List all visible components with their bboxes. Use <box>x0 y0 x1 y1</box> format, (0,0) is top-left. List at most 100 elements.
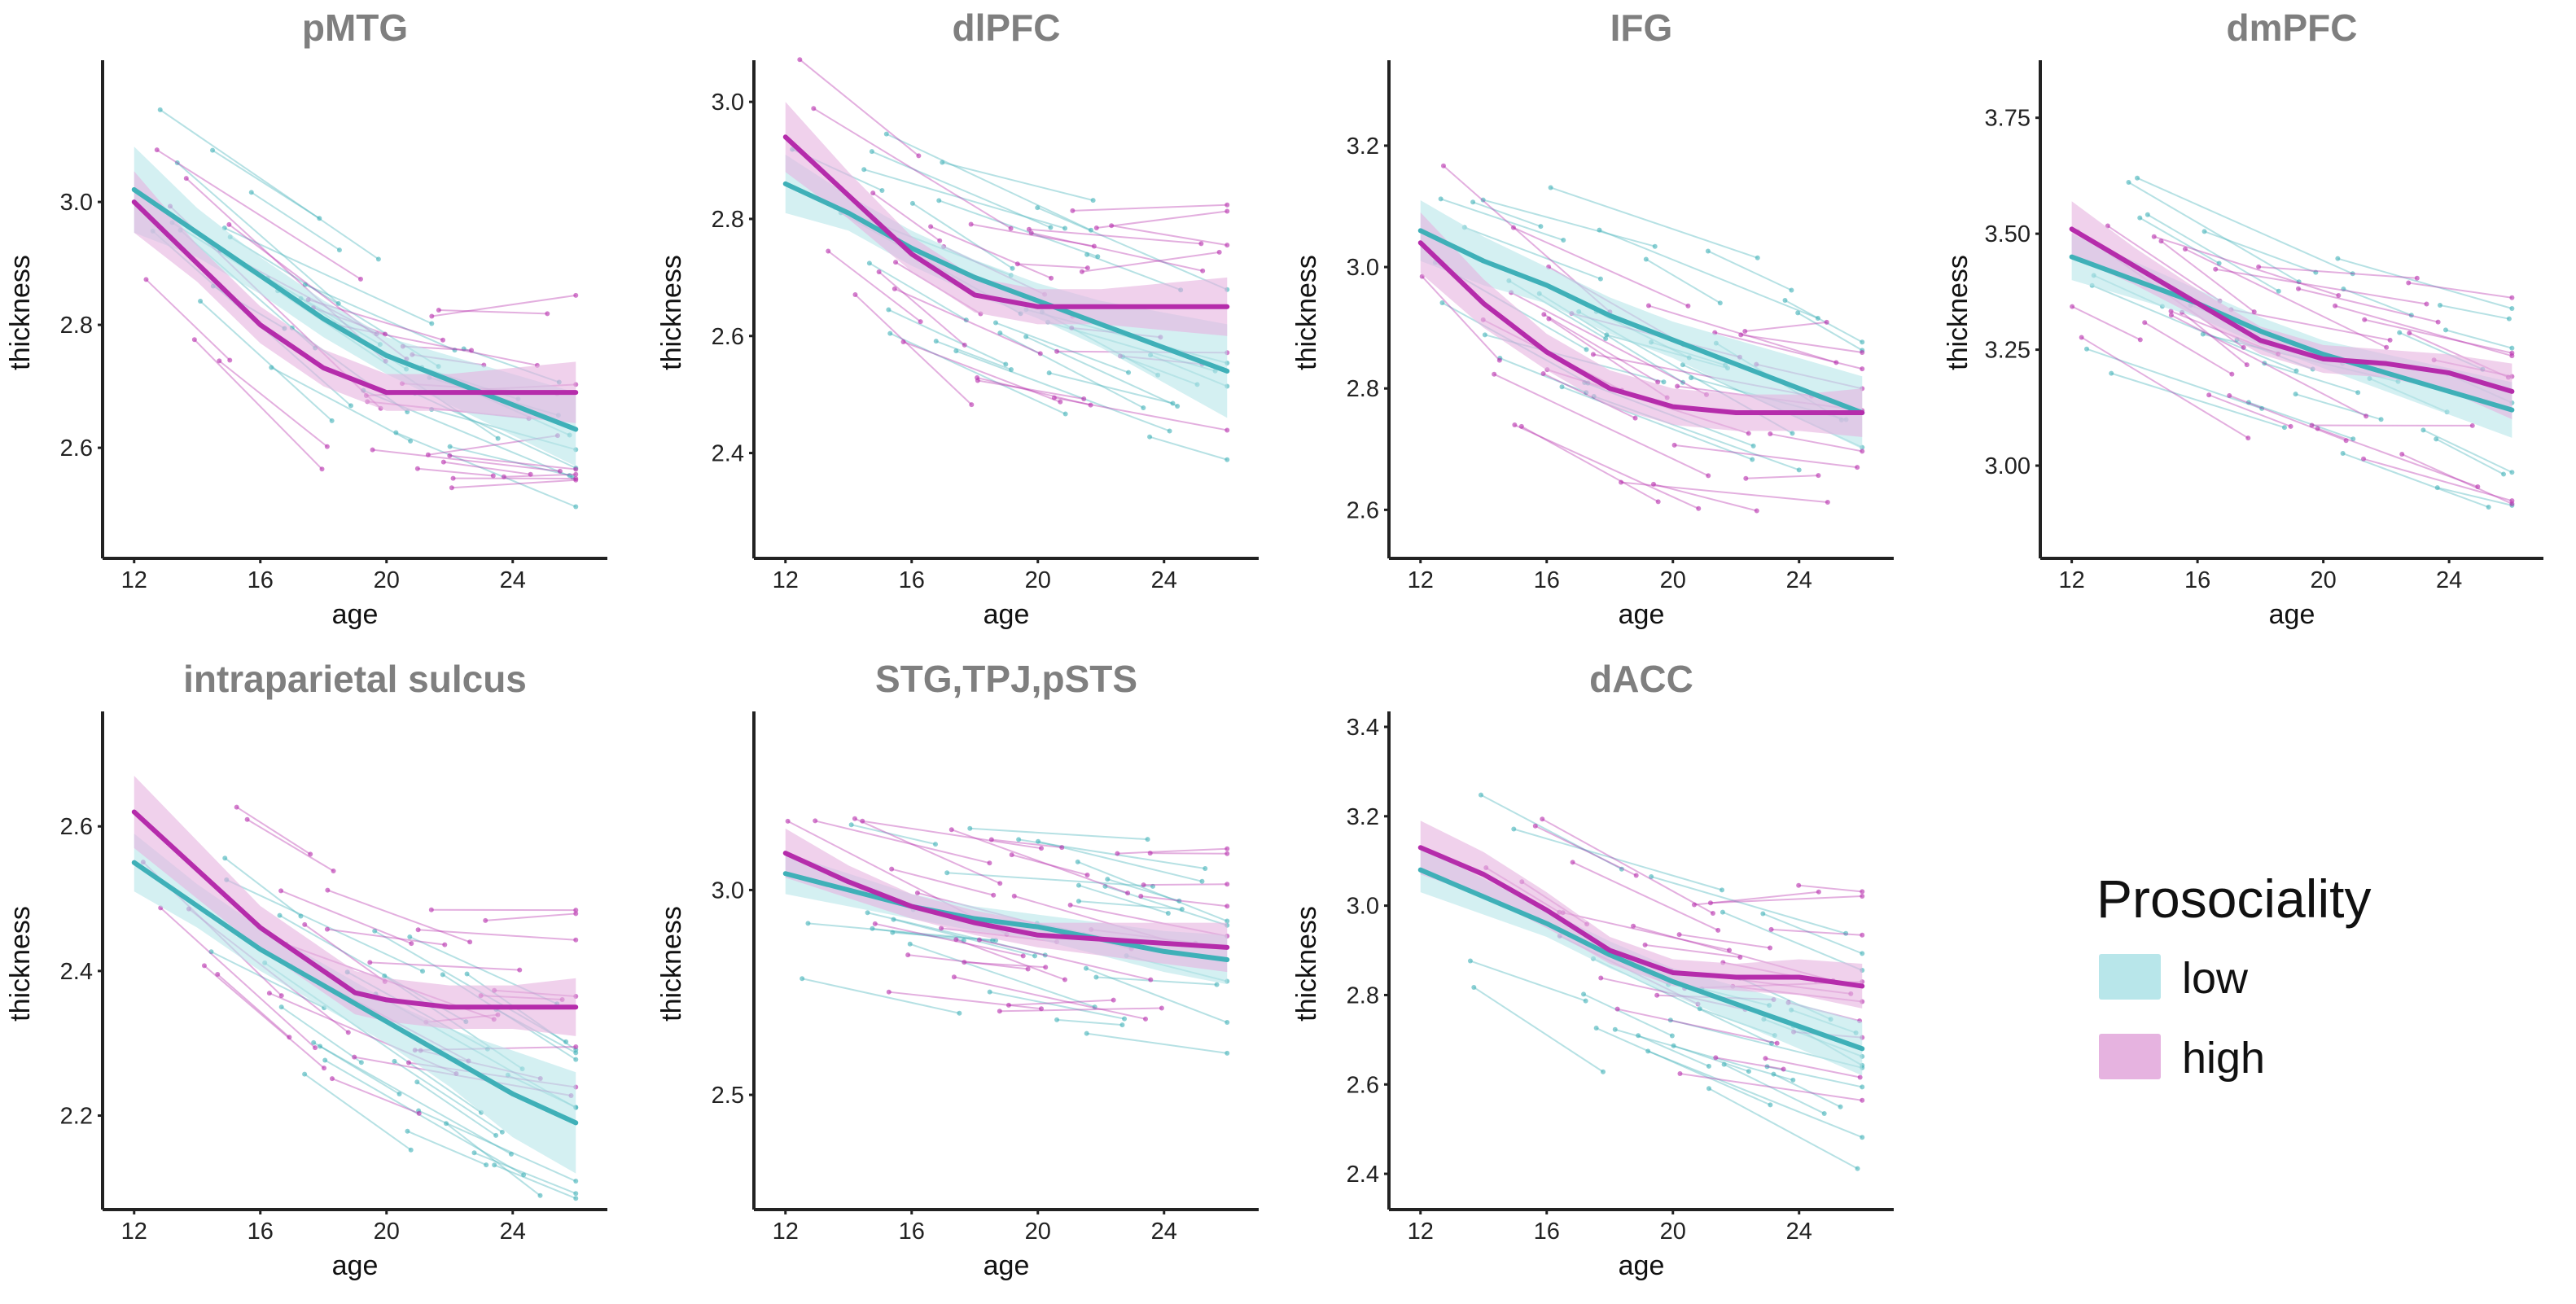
series-line-low <box>782 871 1230 962</box>
trajectory-line <box>1143 883 1228 886</box>
trajectory-point <box>1224 1020 1230 1026</box>
trajectory-point <box>1671 442 1677 448</box>
trajectory-point <box>1126 370 1132 375</box>
series-line-high <box>1417 240 1865 416</box>
trajectory-point <box>1860 366 1865 372</box>
trajectory-line <box>160 907 316 1048</box>
trajectory-point <box>1743 475 1749 481</box>
trajectory-line <box>1797 312 1863 352</box>
trajectory-point <box>1008 367 1014 373</box>
trajectory-line <box>1562 386 1753 461</box>
trajectory-point <box>1496 357 1502 363</box>
trajectory-point <box>1054 1017 1060 1022</box>
trajectory-point <box>2281 425 2287 431</box>
trajectory-point <box>447 453 453 458</box>
trajectory-point <box>1145 837 1150 842</box>
trajectory-line <box>1107 878 1180 902</box>
trajectory-line <box>1680 1072 1863 1101</box>
trajectory-point <box>870 190 876 196</box>
x-tick-label: 12 <box>121 567 147 593</box>
trajectory-point <box>1655 379 1661 385</box>
y-tick-label: 3.0 <box>1347 255 1379 281</box>
trajectory-point <box>879 188 885 194</box>
trajectory-line <box>2408 282 2512 299</box>
trajectory-point <box>1511 826 1517 832</box>
trajectory-point <box>1645 1048 1651 1054</box>
x-tick-label: 20 <box>2310 567 2336 593</box>
x-tick-label: 16 <box>248 567 274 593</box>
trajectory-line <box>799 59 920 157</box>
trajectory-line <box>2128 182 2300 283</box>
trajectory-point <box>1084 873 1090 878</box>
trajectory-line <box>808 922 997 942</box>
trajectory-line <box>370 961 520 971</box>
trajectory-point <box>1685 303 1691 308</box>
trajectory-point <box>1598 975 1604 981</box>
panel-title: pMTG <box>302 7 408 49</box>
trajectory-point <box>521 1172 527 1178</box>
trajectory-point <box>1590 352 1596 357</box>
trajectory-line <box>2445 329 2512 349</box>
trajectory-point <box>1860 349 1865 355</box>
trajectory-point <box>2296 286 2302 291</box>
trajectory-point <box>392 1058 397 1064</box>
trajectory-point <box>2259 405 2265 411</box>
trajectory-point <box>2288 423 2293 429</box>
x-tick-label: 24 <box>500 1219 526 1245</box>
trajectory-point <box>1035 205 1040 211</box>
trajectory-point <box>928 224 934 230</box>
x-tick-label: 20 <box>374 567 400 593</box>
trajectory-line <box>1708 1087 1859 1170</box>
trajectory-point <box>1122 1016 1128 1022</box>
x-tick-label: 16 <box>1534 567 1560 593</box>
trajectory-point <box>1790 1077 1796 1083</box>
confidence-band-high <box>134 171 576 423</box>
trajectory-point <box>227 357 233 363</box>
trajectory-point <box>944 870 950 876</box>
trajectory-point <box>1597 276 1603 282</box>
trajectory-point <box>1540 816 1545 822</box>
trajectory-point <box>1028 230 1034 236</box>
trajectory-point <box>1143 1016 1149 1022</box>
trajectory-point <box>499 1129 505 1135</box>
trajectory-line <box>224 227 432 325</box>
trajectory-point <box>1141 882 1146 888</box>
trajectory-point <box>234 804 239 810</box>
trajectory-point <box>322 1057 328 1063</box>
confidence-band-low <box>1420 200 1863 449</box>
trajectory-line <box>999 332 1144 409</box>
trajectory-line <box>869 262 967 321</box>
trajectory-line <box>2171 314 2367 418</box>
trajectory-point <box>987 860 992 866</box>
trajectory-point <box>1706 473 1711 479</box>
trajectory-line <box>909 943 1095 1009</box>
trajectory-point <box>1141 405 1146 410</box>
trajectory-line <box>445 1122 541 1197</box>
trajectory-line <box>2153 235 2339 296</box>
trajectory-point <box>951 974 957 980</box>
trajectory-line <box>970 223 1095 247</box>
trajectory-point <box>976 937 982 943</box>
trajectory-point <box>2442 327 2448 333</box>
trajectory-point <box>1597 227 1602 233</box>
trajectory-point <box>1224 1050 1230 1056</box>
trajectory-point <box>324 444 330 449</box>
trajectory-line <box>211 951 325 1009</box>
trajectory-point <box>957 1010 962 1016</box>
trajectory-line <box>2264 362 2359 394</box>
trajectory-point <box>464 971 470 977</box>
trajectory-point <box>573 292 579 298</box>
trajectory-point <box>405 1060 411 1066</box>
trajectory-line <box>893 918 1036 957</box>
trajectory-point <box>2137 215 2143 221</box>
trajectory-line <box>1470 960 1586 1002</box>
trajectory-point <box>1518 423 1524 429</box>
trajectory-line <box>474 1152 576 1195</box>
trajectory-point <box>1677 1070 1683 1076</box>
trajectory-point <box>420 969 426 974</box>
trajectory-point <box>1763 1056 1768 1061</box>
trajectory-point <box>1652 243 1658 249</box>
trajectory-line <box>2435 438 2504 475</box>
trajectory-point <box>937 238 943 243</box>
trajectory-line <box>1535 825 1637 877</box>
